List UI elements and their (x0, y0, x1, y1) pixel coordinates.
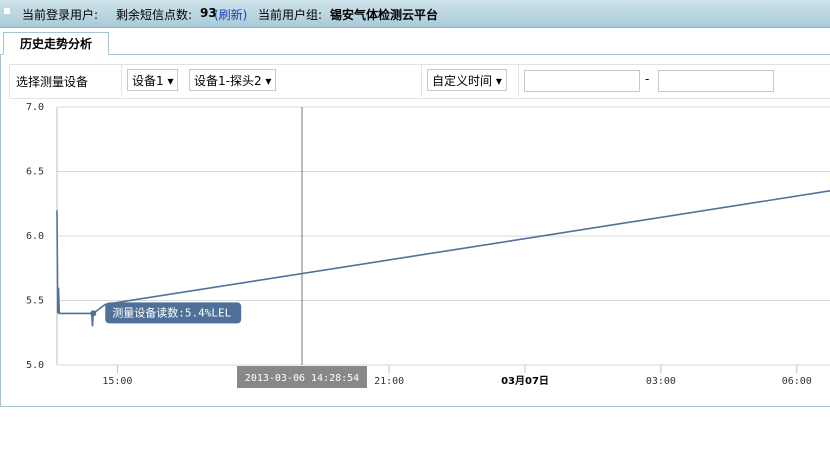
device-select[interactable]: 设备1 ▾ (127, 69, 179, 91)
device-text: 设备1 (132, 74, 164, 88)
filter-row (9, 64, 830, 99)
x-tick-label: 03月07日 (501, 375, 549, 387)
y-tick-label: 7.0 (26, 102, 44, 113)
group-name: 锡安气体检测云平台 (330, 8, 439, 22)
y-tick-label: 5.0 (26, 360, 44, 371)
y-tick-label: 5.5 (26, 296, 44, 307)
crosshair-label: 2013-03-06 14:28:54 (245, 373, 359, 384)
x-tick-label: 15:00 (102, 376, 132, 387)
probe-text: 设备1-探头2 (194, 74, 262, 88)
x-tick-label: 06:00 (782, 376, 812, 387)
crosshair-bg (237, 366, 367, 388)
tab[interactable]: 历史走势分析 (3, 32, 109, 55)
y-tick-label: 6.5 (26, 167, 44, 178)
sms-label: 剩余短信点数: (116, 8, 193, 22)
user-label: 当前登录用户: (22, 8, 99, 22)
dash: - (645, 72, 650, 86)
x-tick-label: 03:00 (646, 376, 676, 387)
filter-label: 选择测量设备 (16, 75, 89, 89)
group-label: 当前用户组: (258, 8, 323, 22)
top-bar: 当前登录用户: 剩余短信点数: 93 (刷新) 当前用户组: 锡安气体检测云平台 (0, 0, 830, 28)
chart: 5.0 5.5 6.0 6.5 7.0 15:00 21:00 03月07日 03:00 06:0… (26, 102, 830, 388)
panel (0, 54, 830, 407)
refresh-link[interactable]: (刷新) (214, 8, 248, 22)
tooltip-text: 测量设备读数:5.4%LEL (112, 305, 231, 319)
tooltip-bg (105, 302, 242, 324)
sms-count: 93 (200, 6, 217, 20)
y-tick-label: 6.0 (26, 231, 44, 242)
probe-select[interactable]: 设备1-探头2 ▾ (189, 69, 277, 91)
hover-point (90, 310, 97, 317)
start-input[interactable] (524, 70, 640, 92)
crosshair-box: 2013-03-06 14:28:54 (237, 366, 367, 388)
end-input[interactable] (658, 70, 774, 92)
time-select[interactable]: 自定义时间 ▾ (427, 69, 507, 91)
time-text: 自定义时间 (432, 74, 493, 88)
bullet (4, 8, 10, 14)
x-tick-label: 21:00 (374, 376, 404, 387)
